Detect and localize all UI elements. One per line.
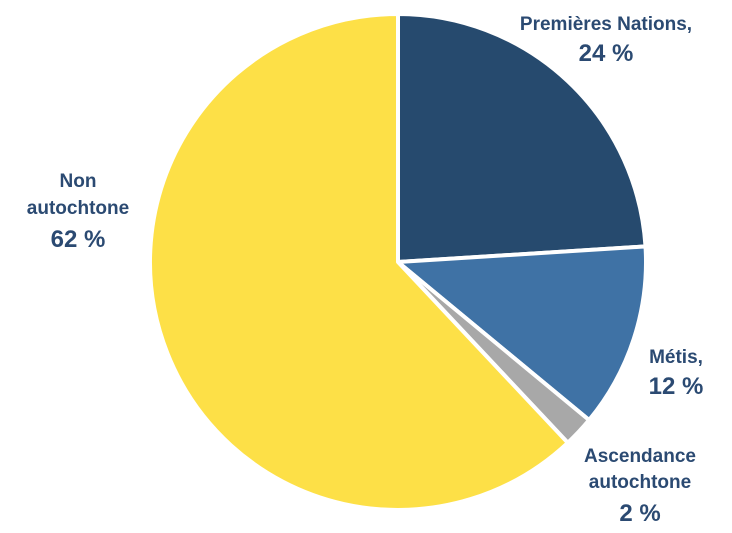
slice-value-label: 12 % (649, 373, 704, 400)
slice-label-4: Non autochtone 62 % (27, 171, 129, 253)
pie-slice-4 (148, 12, 570, 512)
slice-label-2: Métis, 12 % (649, 347, 704, 400)
slice-label-line: Premières Nations, (520, 14, 692, 35)
slice-label-3: Ascendance autochtone 2 % (584, 446, 696, 527)
slice-value-label: 24 % (579, 40, 634, 67)
pie-slice-2 (396, 244, 648, 423)
slice-label-line: Métis, (649, 347, 703, 368)
slice-value-label: 62 % (51, 226, 106, 253)
pie-slice-1 (396, 12, 648, 264)
slice-label-line: Non (60, 171, 97, 192)
slice-value-label: 2 % (619, 500, 660, 527)
slice-label-line: Ascendance (584, 446, 696, 467)
slice-label-line: autochtone (27, 198, 129, 219)
slice-label-line: autochtone (589, 472, 691, 493)
slice-label-1: Premières Nations, 24 % (520, 14, 692, 67)
